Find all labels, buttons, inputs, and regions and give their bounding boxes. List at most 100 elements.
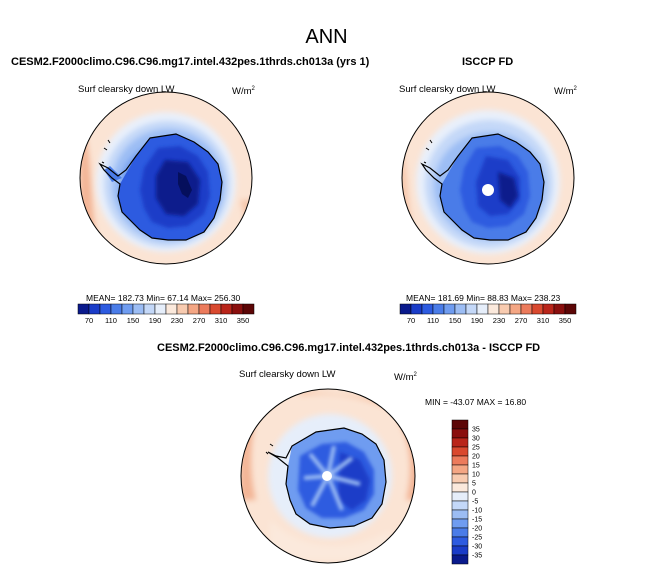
panel1-colorbar-label: 270	[193, 316, 206, 325]
panel2-variable: Surf clearsky down LW	[399, 84, 496, 95]
panel3-variable: Surf clearsky down LW	[239, 369, 336, 380]
panel2-colorbar-box	[487, 303, 500, 315]
panel1-colorbar-box	[132, 303, 145, 315]
panel3-colorbar-label: -25	[472, 535, 482, 542]
panel2-colorbar-box	[531, 303, 544, 315]
panel3-colorbar-box	[451, 428, 469, 439]
panel3-colorbar-label: -30	[472, 544, 482, 551]
panel3-colorbar-label: 0	[472, 490, 476, 497]
panel1-colorbar-box	[176, 303, 189, 315]
panel2-colorbar-box	[476, 303, 489, 315]
panel1-colorbar-box	[198, 303, 211, 315]
panel2-colorbar-label: 270	[515, 316, 528, 325]
panel2-colorbar: 70 110 150 190 230 270 310 350	[399, 303, 577, 325]
panel1-colorbar-label: 150	[127, 316, 140, 325]
panel3-colorbar-box	[451, 545, 469, 556]
panel3-colorbar-label: -10	[472, 508, 482, 515]
panel1-colorbar-box	[121, 303, 134, 315]
panel3-colorbar-label: 20	[472, 454, 480, 461]
panel2-colorbar-box	[465, 303, 478, 315]
panel1-stats: MEAN= 182.73 Min= 67.14 Max= 256.30	[86, 293, 241, 303]
panel2-colorbar-box	[432, 303, 445, 315]
panel1-colorbar-label: 230	[171, 316, 184, 325]
panel1-colorbar-box	[77, 303, 90, 315]
panel2-colorbar-box	[454, 303, 467, 315]
panel1-colorbar-label: 310	[215, 316, 228, 325]
panel2-stats: MEAN= 181.69 Min= 88.83 Max= 238.23	[406, 293, 561, 303]
panel3-colorbar-box	[451, 464, 469, 475]
panel2-colorbar-box	[520, 303, 533, 315]
panel3-colorbar-label: 10	[472, 472, 480, 479]
figure-title: ANN	[305, 26, 348, 48]
panel3-units: W/m2	[394, 372, 417, 384]
panel3-colorbar-box	[451, 419, 469, 430]
panel1-colorbar-label: 70	[85, 316, 93, 325]
panel2-colorbar-label: 150	[449, 316, 462, 325]
panel3-colorbar-box	[451, 500, 469, 511]
panel2-colorbar-label: 350	[559, 316, 572, 325]
panel2-colorbar-box	[421, 303, 434, 315]
panel3-colorbar-box	[451, 446, 469, 457]
panel3-colorbar-label: 15	[472, 463, 480, 470]
panel1-colorbar-box	[154, 303, 167, 315]
panel2-colorbar-box	[564, 303, 577, 315]
panel1-colorbar-label: 110	[105, 316, 117, 325]
panel1-colorbar-box	[110, 303, 123, 315]
panel3-colorbar: 35 30 25 20 15 10 5 0 -5 -10 -15 -20 -25 -30 -35	[451, 419, 482, 565]
panel3-colorbar-box	[451, 554, 469, 565]
panel3-colorbar-box	[451, 473, 469, 484]
panel3-missing-pole	[322, 471, 332, 481]
panel2-colorbar-box	[498, 303, 511, 315]
panel3-colorbar-label: 30	[472, 436, 480, 443]
panel3-colorbar-label: -20	[472, 526, 482, 533]
panel1-map	[80, 92, 252, 264]
panel2-colorbar-box	[399, 303, 412, 315]
panel1-variable: Surf clearsky down LW	[78, 84, 175, 95]
panel2-colorbar-box	[509, 303, 522, 315]
panel3-colorbar-label: -5	[472, 499, 478, 506]
panel1-colorbar-box	[220, 303, 233, 315]
panel1-colorbar-box	[187, 303, 200, 315]
panel2-colorbar-box	[410, 303, 423, 315]
panel3-colorbar-label: 25	[472, 445, 480, 452]
panel3-colorbar-box	[451, 527, 469, 538]
panel2-map	[402, 92, 574, 264]
panel3-colorbar-box	[451, 491, 469, 502]
panel1-colorbar-box	[242, 303, 255, 315]
panel2-colorbar-box	[443, 303, 456, 315]
panel3-colorbar-box	[451, 536, 469, 547]
panel3-colorbar-label: -35	[472, 553, 482, 560]
panel2-colorbar-box	[542, 303, 555, 315]
panel1-colorbar: 70 110 150 190 230 270 310 350	[77, 303, 255, 325]
panel2-units: W/m2	[554, 86, 577, 98]
panel2-colorbar-label: 70	[407, 316, 415, 325]
panel3-colorbar-label: 5	[472, 481, 476, 488]
panel3-colorbar-label: 35	[472, 427, 480, 434]
panel2-colorbar-label: 190	[471, 316, 484, 325]
panel3-title: CESM2.F2000climo.C96.C96.mg17.intel.432p…	[157, 342, 541, 354]
panel1-colorbar-box	[143, 303, 156, 315]
panel2-missing-pole	[482, 184, 494, 196]
panel2-colorbar-label: 310	[537, 316, 550, 325]
panel3-colorbar-box	[451, 437, 469, 448]
panel3-colorbar-label: -15	[472, 517, 482, 524]
panel3-colorbar-box	[451, 482, 469, 493]
panel3-colorbar-box	[451, 455, 469, 466]
panel1-colorbar-box	[209, 303, 222, 315]
panel3-colorbar-box	[451, 509, 469, 520]
panel2-colorbar-label: 110	[427, 316, 439, 325]
panel1-colorbar-box	[99, 303, 112, 315]
panel2-colorbar-label: 230	[493, 316, 506, 325]
panel3-stats: MIN = -43.07 MAX = 16.80	[425, 397, 527, 407]
panel2-title: ISCCP FD	[462, 56, 514, 68]
panel1-title: CESM2.F2000climo.C96.C96.mg17.intel.432p…	[11, 56, 370, 68]
panel3-map	[241, 389, 415, 563]
panel1-colorbar-box	[88, 303, 101, 315]
panel1-colorbar-box	[231, 303, 244, 315]
panel1-units: W/m2	[232, 86, 255, 98]
panel2-colorbar-box	[553, 303, 566, 315]
panel1-colorbar-label: 350	[237, 316, 250, 325]
panel1-colorbar-label: 190	[149, 316, 162, 325]
panel3-colorbar-box	[451, 518, 469, 529]
